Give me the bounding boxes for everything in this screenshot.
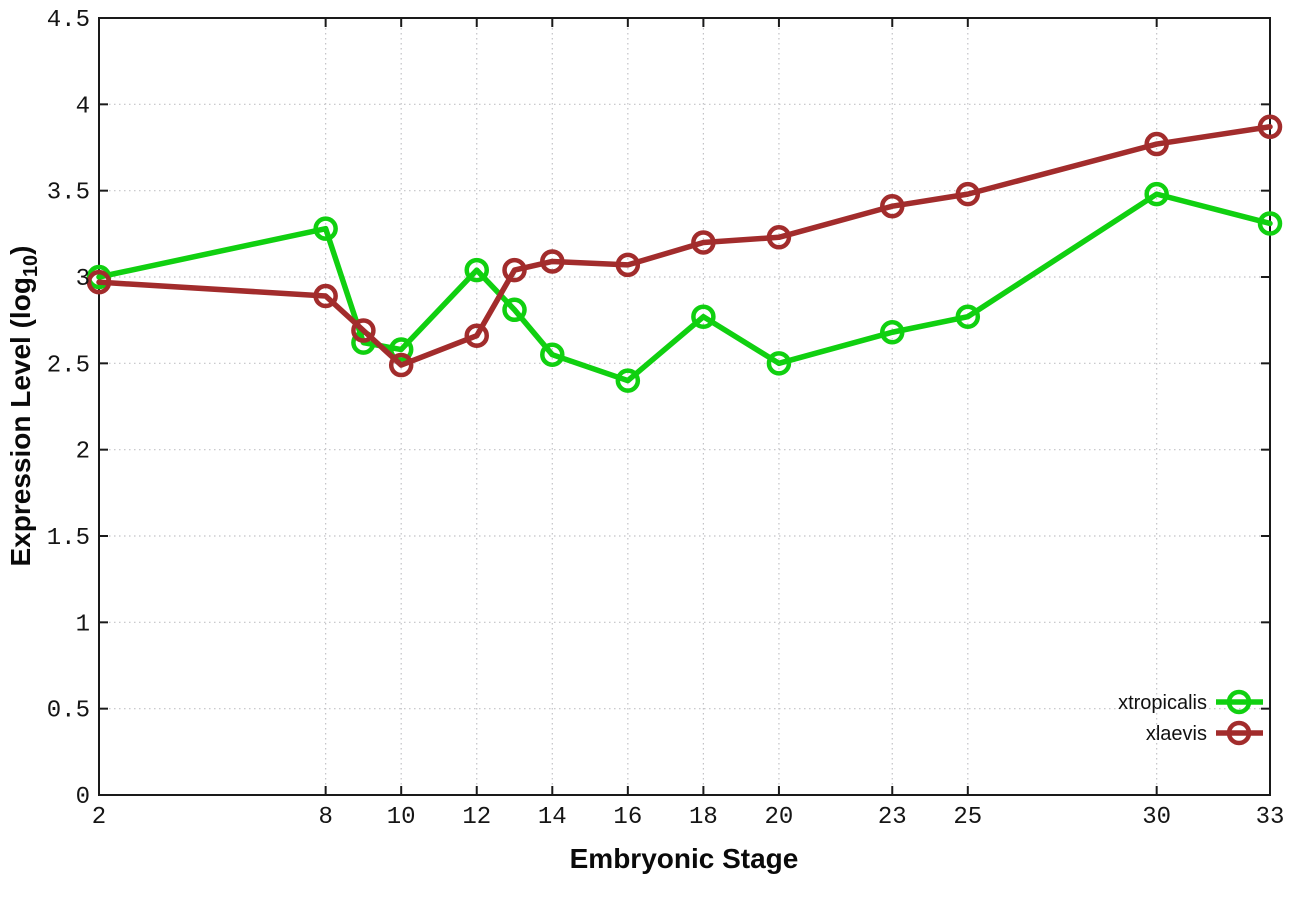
x-tick-label: 18 [689, 804, 718, 831]
data-point-xtropicalis [615, 368, 641, 393]
data-point-xlaevis [540, 249, 565, 274]
tick-labels-layer: 2 8 10 12 14 16 18 20 23 25 30 33 0 0.5 1 1.5 2 2.5 3 3.5 4 4… [47, 7, 1285, 831]
plot-border-layer [98, 17, 1271, 796]
data-point-xlaevis [880, 193, 905, 219]
data-point-xlaevis [86, 269, 112, 295]
x-tick-label: 2 [92, 804, 106, 831]
data-point-xlaevis [1144, 131, 1169, 157]
y-tick-label: 4 [76, 93, 90, 120]
y-tick-label: 0 [76, 784, 90, 811]
x-axis-title: Embryonic Stage [570, 843, 799, 874]
data-point-xlaevis [388, 352, 414, 378]
y-tick-label: 2.5 [47, 352, 90, 379]
data-point-xlaevis [351, 318, 376, 343]
y-tick-label: 0.5 [47, 698, 90, 725]
y-tick-label: 3 [76, 266, 90, 293]
data-point-xlaevis [955, 181, 981, 207]
axis-ticks-layer [98, 17, 1271, 796]
data-point-xtropicalis [502, 297, 527, 323]
data-point-xtropicalis [313, 216, 338, 241]
legend-layer: xtropicalis xlaevis [1118, 689, 1263, 746]
y-tick-label: 4.5 [47, 7, 90, 34]
data-point-xlaevis [766, 225, 792, 250]
x-tick-label: 10 [387, 804, 416, 831]
y-tick-label: 3.5 [47, 180, 90, 207]
x-tick-label: 16 [613, 804, 642, 831]
y-axis-title: Expression Level (log10) [5, 246, 42, 567]
data-point-xlaevis [1257, 114, 1283, 140]
data-point-xlaevis [464, 323, 489, 348]
gridlines-layer [99, 18, 1270, 795]
data-point-xtropicalis [766, 351, 792, 376]
x-tick-label: 30 [1142, 804, 1171, 831]
data-point-xtropicalis [955, 304, 981, 329]
legend-label-xlaevis: xlaevis [1146, 723, 1207, 745]
y-tick-label: 1 [76, 611, 90, 638]
y-axis-title-close: ) [5, 246, 36, 255]
x-tick-label: 23 [878, 804, 907, 831]
series-line-xtropicalis [96, 191, 1273, 384]
series-layer [86, 114, 1283, 393]
data-point-xtropicalis [540, 342, 565, 367]
data-point-xlaevis [691, 230, 716, 255]
plot-border [98, 17, 1271, 796]
y-tick-label: 2 [76, 439, 90, 466]
legend-label-xtropicalis: xtropicalis [1118, 692, 1207, 714]
data-point-xlaevis [615, 252, 641, 278]
y-axis-title-main: Expression Level (log [5, 277, 36, 566]
x-tick-label: 33 [1256, 804, 1285, 831]
data-point-xtropicalis [691, 304, 716, 329]
legend-marker-xlaevis [1226, 720, 1252, 746]
legend-marker-xtropicalis [1226, 689, 1252, 715]
x-tick-label: 8 [318, 804, 332, 831]
x-tick-label: 20 [765, 804, 794, 831]
data-point-xtropicalis [880, 320, 905, 345]
data-point-xtropicalis [464, 257, 489, 283]
data-point-xtropicalis [1257, 211, 1283, 236]
x-tick-label: 12 [462, 804, 491, 831]
data-point-xlaevis [502, 257, 527, 283]
data-point-xtropicalis [1144, 181, 1169, 207]
data-point-xtropicalis [388, 337, 414, 362]
y-axis-title-subscript: 10 [20, 255, 42, 277]
data-point-xlaevis [313, 283, 338, 309]
x-tick-label: 25 [953, 804, 982, 831]
y-tick-label: 1.5 [47, 525, 90, 552]
x-tick-label: 14 [538, 804, 567, 831]
